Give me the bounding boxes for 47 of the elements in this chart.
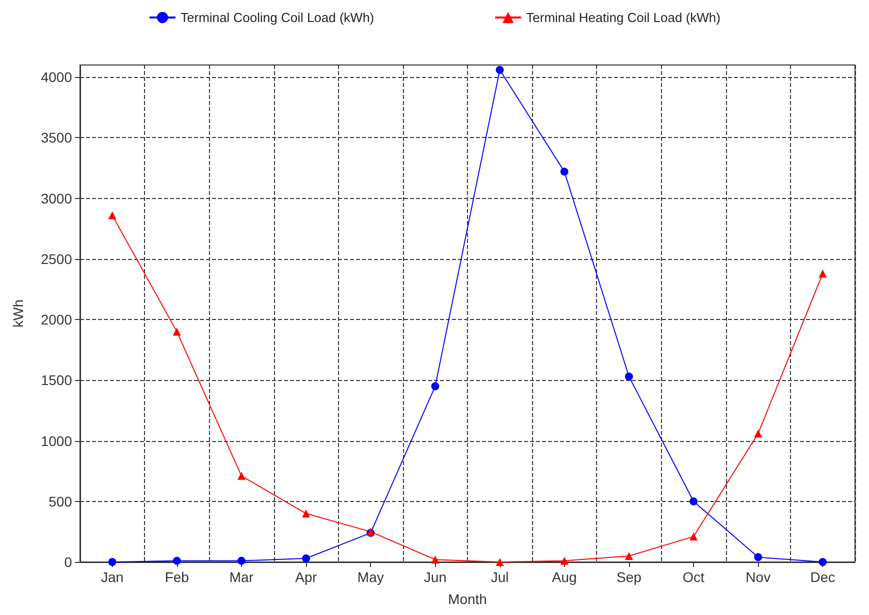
y-tick-label: 1500 xyxy=(40,372,72,388)
point xyxy=(496,558,504,566)
legend-label: Terminal Cooling Coil Load (kWh) xyxy=(180,10,374,25)
point xyxy=(237,472,246,480)
y-tick-label: 3000 xyxy=(40,190,72,206)
point xyxy=(560,556,568,565)
x-tick-label: Mar xyxy=(229,569,254,585)
x-tick-label: Dec xyxy=(810,569,836,585)
x-tick-label: Jul xyxy=(490,569,509,585)
y-tick-label: 2000 xyxy=(40,312,72,328)
x-tick-label: May xyxy=(357,569,384,585)
point xyxy=(302,554,310,562)
point xyxy=(754,553,762,562)
point xyxy=(496,66,504,74)
y-tick-label: 500 xyxy=(48,493,72,510)
point xyxy=(560,168,568,176)
y-tick-label: 3500 xyxy=(40,130,72,146)
point xyxy=(754,430,762,438)
point xyxy=(431,382,440,390)
y-tick-label: 4000 xyxy=(40,69,72,86)
x-tick-label: Aug xyxy=(552,569,577,585)
x-tick-label: Oct xyxy=(682,569,705,585)
point xyxy=(108,558,116,566)
point xyxy=(237,556,246,565)
point xyxy=(431,556,440,564)
point xyxy=(624,372,633,381)
x-tick-label: Jan xyxy=(101,569,124,585)
x-tick-label: Apr xyxy=(295,569,318,585)
y-tick-label: 1000 xyxy=(40,432,72,449)
x-axis-title: Month xyxy=(448,591,487,607)
point xyxy=(624,552,633,560)
x-tick-label: Jun xyxy=(424,569,446,585)
y-axis-title: kWh xyxy=(10,300,26,328)
point xyxy=(690,532,698,541)
point xyxy=(108,211,116,220)
point xyxy=(172,556,181,565)
point xyxy=(302,510,310,518)
point xyxy=(818,558,827,566)
legend-label: Terminal Heating Coil Load (kWh) xyxy=(526,10,720,25)
point xyxy=(818,270,827,278)
x-tick-label: Sep xyxy=(616,569,642,585)
y-tick-label: 2500 xyxy=(40,250,72,267)
x-tick-label: Nov xyxy=(746,569,771,585)
point xyxy=(690,497,698,506)
point xyxy=(172,328,181,336)
x-tick-label: Feb xyxy=(164,569,190,585)
y-tick-label: 0 xyxy=(64,554,72,570)
